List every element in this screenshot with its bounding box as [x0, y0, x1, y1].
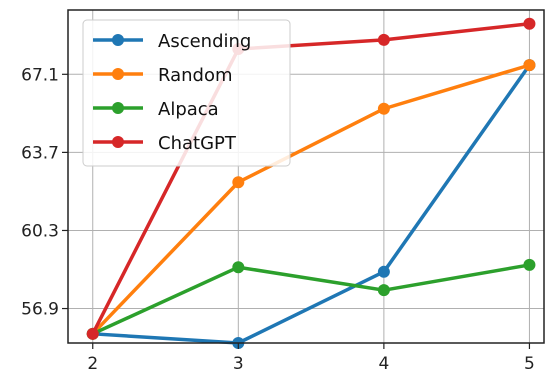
- data-point-chatgpt: [523, 17, 536, 30]
- data-point-alpaca: [232, 261, 245, 274]
- series-line-chatgpt: [91, 22, 530, 335]
- data-point-random: [232, 176, 245, 189]
- series-line-alpaca: [92, 263, 530, 336]
- data-point-alpaca: [523, 258, 536, 271]
- data-point-alpaca: [377, 284, 390, 297]
- data-point-chatgpt: [377, 33, 390, 46]
- legend-label-ascending: Ascending: [158, 31, 251, 52]
- y-tick-label: 67.1: [21, 65, 59, 85]
- plot-frame: [67, 9, 545, 344]
- legend-marker-ascending: [112, 34, 124, 46]
- series-lines: [86, 17, 536, 349]
- legend-marker-chatgpt: [112, 136, 124, 148]
- series-line-ascending: [92, 64, 531, 345]
- legend-label-alpaca: Alpaca: [158, 99, 219, 120]
- data-point-ascending: [377, 265, 390, 278]
- series-line-random: [91, 63, 530, 336]
- legend: Ascending Random Alpaca ChatGPT: [82, 19, 291, 167]
- x-tick-label: 4: [378, 354, 389, 374]
- legend-box: [82, 19, 291, 167]
- legend-marker-random: [112, 68, 124, 80]
- data-point-random: [523, 59, 536, 72]
- legend-label-chatgpt: ChatGPT: [158, 133, 237, 154]
- x-tick-label: 2: [87, 354, 98, 374]
- data-point-random: [377, 102, 390, 115]
- data-point-chatgpt: [86, 327, 99, 340]
- legend-label-random: Random: [158, 65, 233, 86]
- x-tick-label: 3: [233, 354, 244, 374]
- y-tick-label: 56.9: [21, 300, 59, 320]
- y-tick-label: 63.7: [21, 143, 59, 163]
- y-tick-label: 60.3: [21, 221, 59, 241]
- axes: 2 3 4 5 56.9 60.3 63.7 67.1: [21, 65, 535, 374]
- x-tick-label: 5: [524, 354, 535, 374]
- legend-marker-alpaca: [112, 102, 124, 114]
